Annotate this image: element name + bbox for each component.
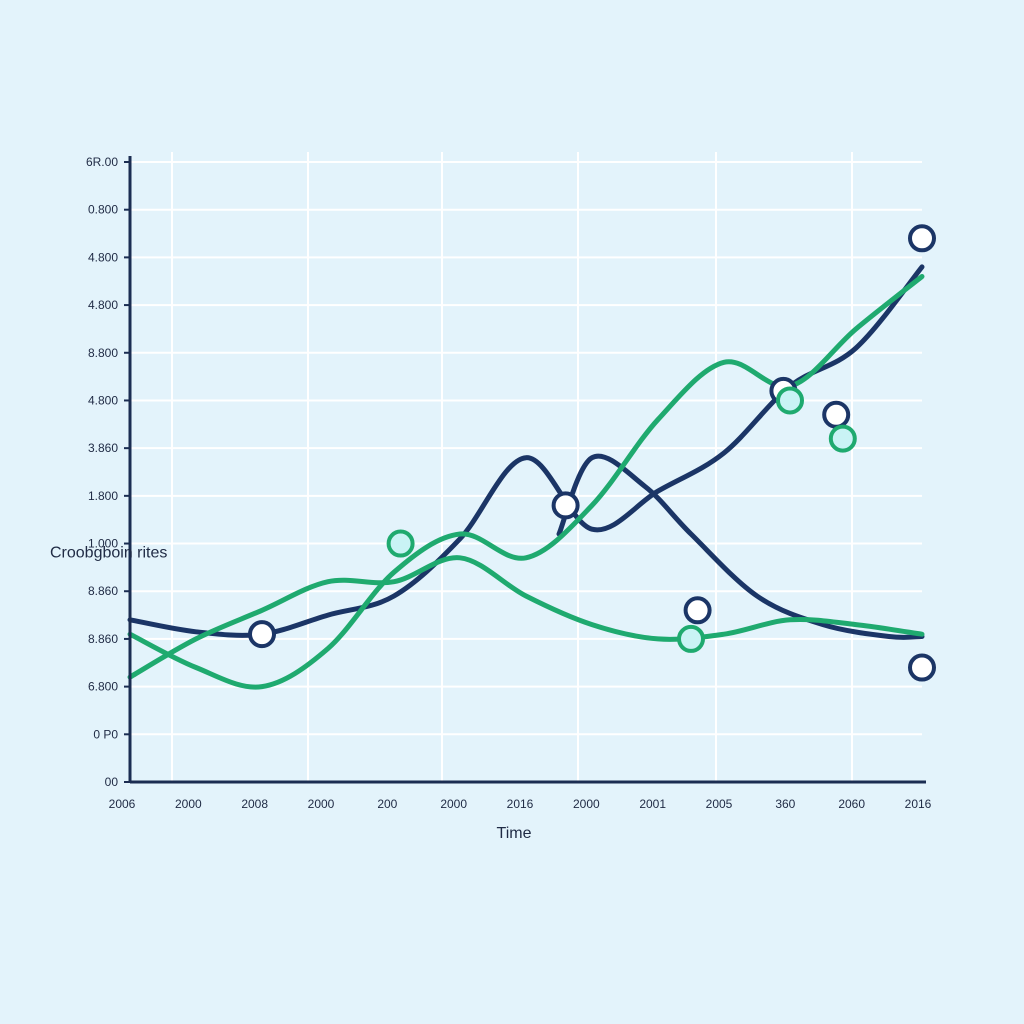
- y-tick-label: 0 P0: [93, 727, 118, 741]
- y-tick-label: 6.800: [88, 680, 118, 694]
- x-tick-label: 2060: [838, 797, 865, 811]
- y-tick-label: 8.860: [88, 584, 118, 598]
- data-point-marker: [551, 491, 580, 520]
- series-line-2: [556, 453, 925, 640]
- y-tick-label: 4.800: [88, 250, 118, 264]
- x-tick-label: 200: [377, 797, 397, 811]
- series-group: [127, 264, 925, 690]
- series-line-1: [127, 264, 925, 638]
- y-tick-label: 8.860: [88, 632, 118, 646]
- x-tick-label: 360: [775, 797, 795, 811]
- x-tick-label: 2001: [639, 797, 666, 811]
- y-tick-label: 6R.00: [86, 155, 118, 169]
- data-point-marker: [677, 624, 705, 653]
- tick-labels: 00 0 P0 6.800 8.860 8.860 1.000 1.800 3.860 4.80…: [86, 155, 932, 811]
- x-tick-label: 2006: [109, 797, 136, 811]
- data-point-marker: [776, 386, 804, 415]
- y-tick-label: 3.860: [88, 441, 118, 455]
- y-tick-label: 8.800: [88, 346, 118, 360]
- y-tick-label: 00: [105, 775, 119, 789]
- x-tick-label: 2000: [175, 797, 202, 811]
- data-point-marker: [822, 400, 851, 429]
- y-tick-label: 1.000: [88, 537, 118, 551]
- x-axis-title: Time: [497, 825, 532, 842]
- data-point-marker: [386, 529, 415, 558]
- y-tick-label: 4.800: [88, 393, 118, 407]
- x-tick-label: 2016: [905, 797, 932, 811]
- data-point-marker: [908, 224, 936, 253]
- series-line-4: [127, 274, 925, 690]
- data-point-marker: [828, 424, 857, 453]
- data-point-marker: [683, 596, 712, 625]
- y-tick-label: 1.800: [88, 489, 118, 503]
- x-tick-label: 2005: [706, 797, 733, 811]
- x-tick-label: 2000: [308, 797, 335, 811]
- data-point-marker: [908, 653, 936, 682]
- y-tick-label: 4.800: [88, 298, 118, 312]
- y-axis-title: Croobgboin rites: [50, 545, 167, 562]
- axes: [128, 156, 926, 784]
- marker-group: [248, 224, 936, 682]
- x-tick-label: 2000: [440, 797, 467, 811]
- y-tick-label: 0.800: [88, 203, 118, 217]
- x-tick-label: 2016: [507, 797, 534, 811]
- x-tick-label: 2008: [241, 797, 268, 811]
- data-point-marker: [248, 620, 276, 649]
- series-line-3: [127, 555, 925, 680]
- x-tick-label: 2000: [573, 797, 600, 811]
